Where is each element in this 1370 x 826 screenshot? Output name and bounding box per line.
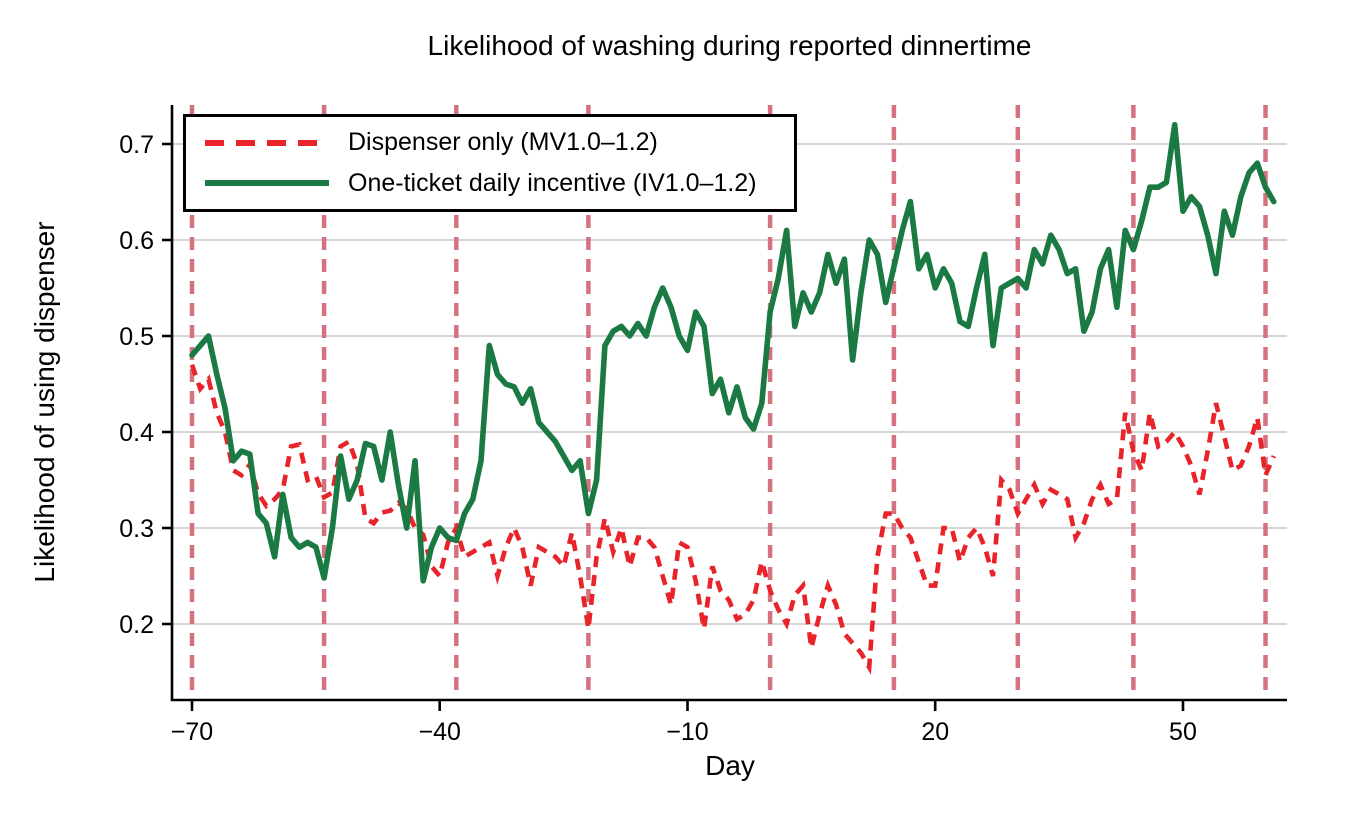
y-tick-label: 0.3	[119, 515, 154, 543]
y-tick-label: 0.6	[119, 227, 154, 255]
legend-entry-incentive: One-ticket daily incentive (IV1.0–1.2)	[203, 169, 794, 198]
x-tick-label: 20	[921, 718, 949, 746]
y-tick-label: 0.7	[119, 131, 154, 159]
legend: Dispenser only (MV1.0–1.2) One-ticket da…	[183, 114, 797, 212]
legend-label-incentive: One-ticket daily incentive (IV1.0–1.2)	[348, 168, 757, 197]
legend-swatch-solid-green-icon	[205, 180, 329, 187]
legend-swatch-dashed-red-icon	[205, 139, 329, 146]
y-tick-label: 0.2	[119, 611, 154, 639]
incentive-series-line	[189, 122, 1277, 584]
y-tick-label: 0.4	[119, 419, 154, 447]
legend-entry-dispenser-only: Dispenser only (MV1.0–1.2)	[203, 128, 794, 157]
x-tick-label: −40	[419, 718, 461, 746]
x-tick-label: 50	[1169, 718, 1197, 746]
x-axis-title: Day	[705, 750, 755, 781]
legend-label-dispenser-only: Dispenser only (MV1.0–1.2)	[348, 128, 658, 157]
chart-title: Likelihood of washing during reported di…	[427, 30, 1032, 61]
x-tick-label: −70	[171, 718, 213, 746]
dispenser-only-series-line	[189, 364, 1276, 675]
y-axis-title: Likelihood of using dispenser	[29, 221, 60, 583]
y-tick-label: 0.5	[119, 323, 154, 351]
x-tick-label: −10	[666, 718, 708, 746]
